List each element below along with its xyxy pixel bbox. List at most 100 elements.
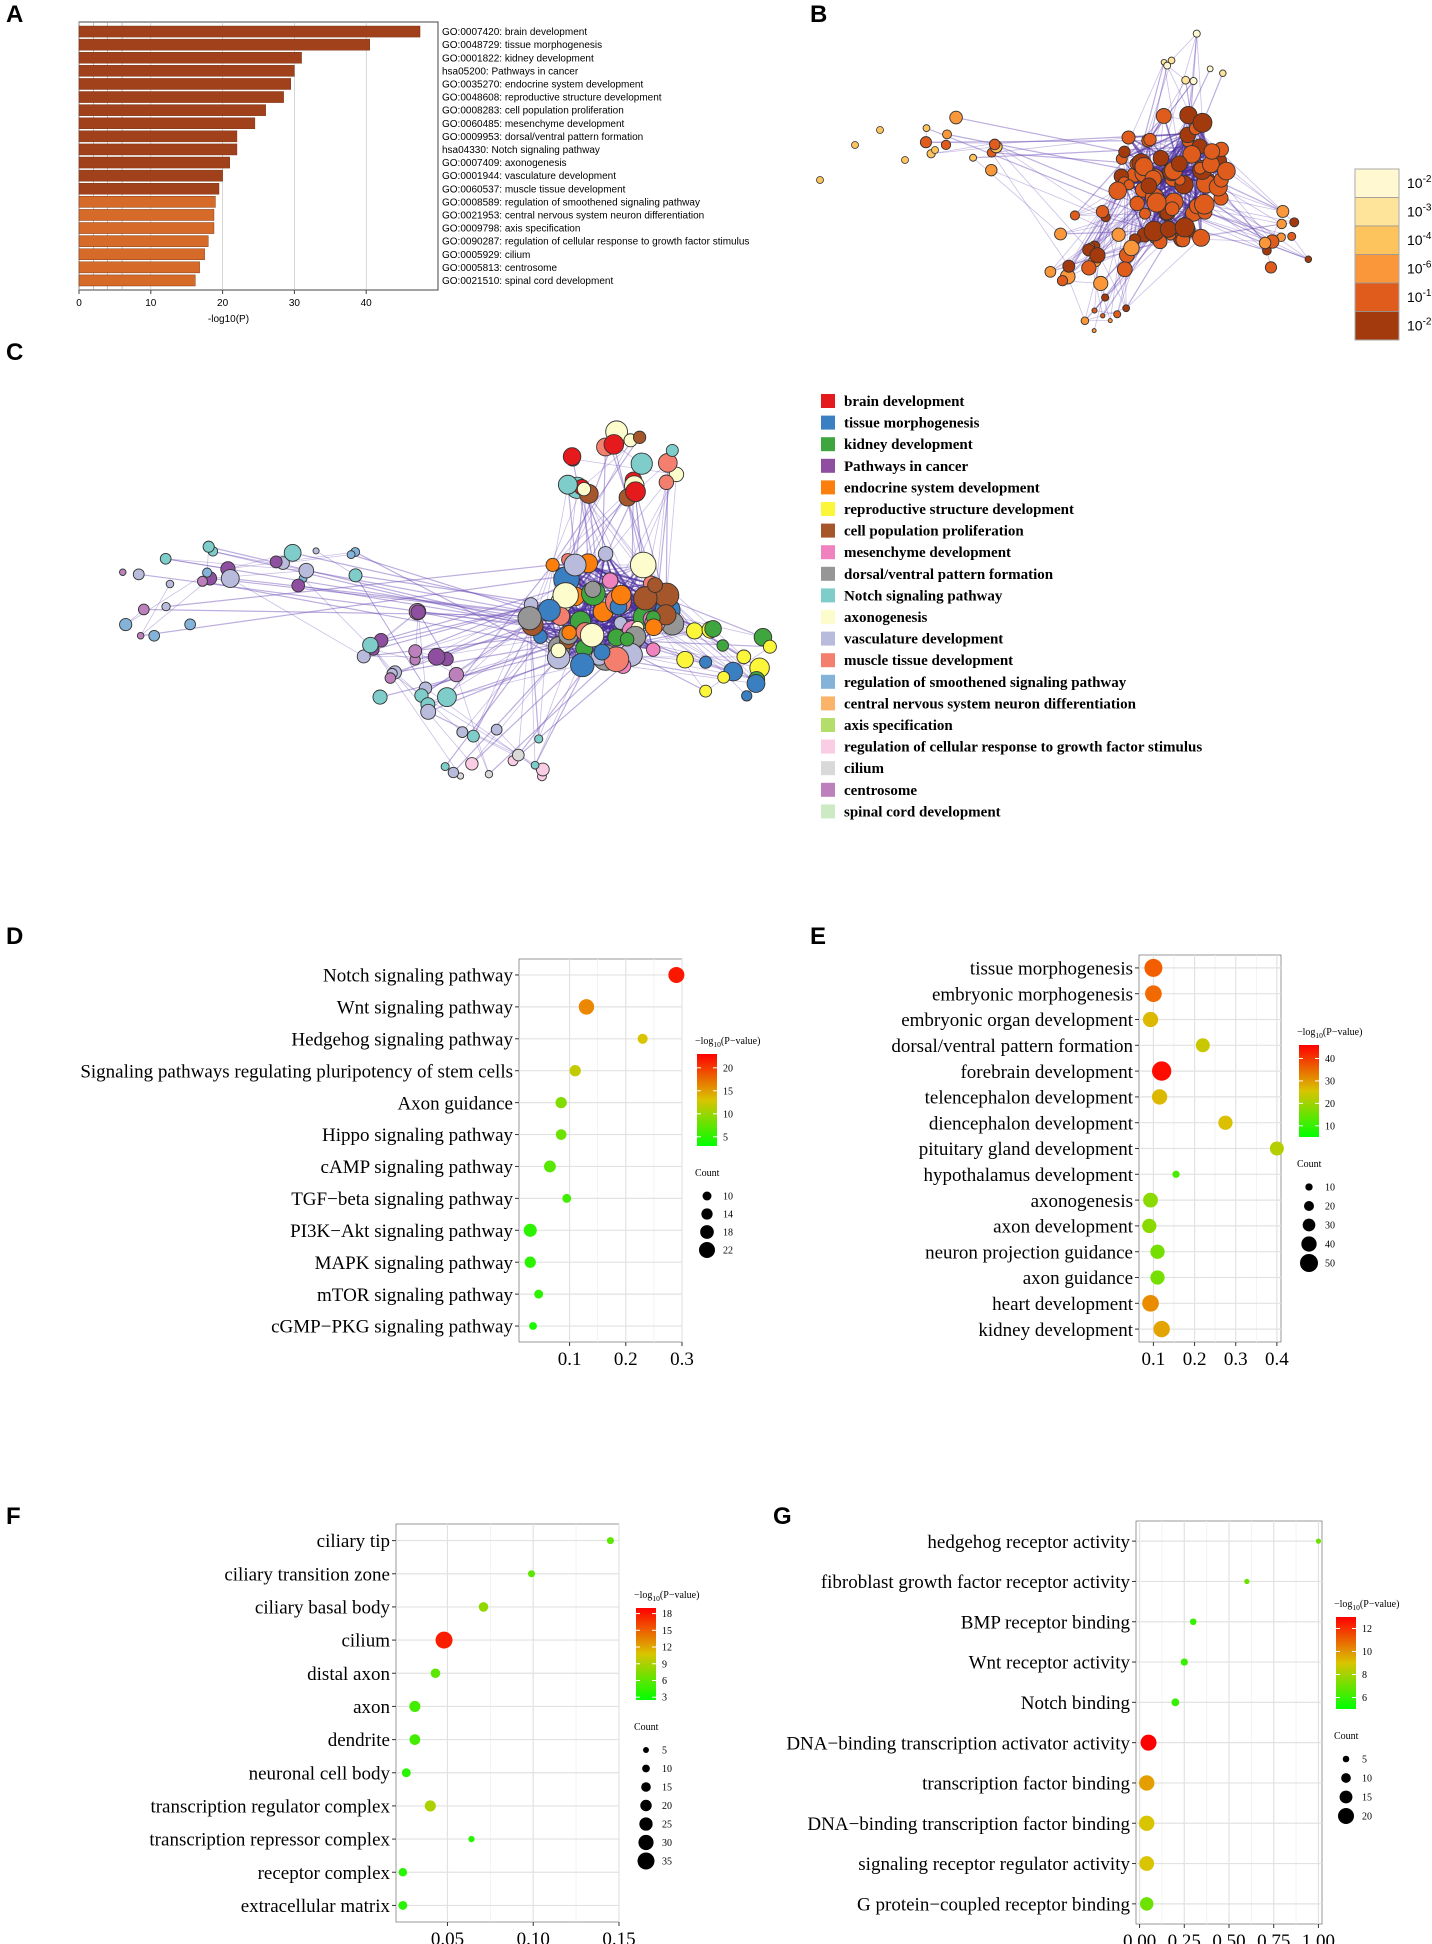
size-legend-label: 14 xyxy=(723,1210,733,1221)
network-edge xyxy=(1097,239,1183,256)
plot-frame xyxy=(518,958,683,1343)
color-bar xyxy=(697,1054,717,1146)
y-tick-label: Notch signaling pathway xyxy=(323,966,513,987)
network-edge xyxy=(1220,197,1283,212)
legend-frame xyxy=(1354,168,1400,341)
bar-label: GO:0008283: cell population proliferatio… xyxy=(442,106,624,117)
network-edge xyxy=(1116,200,1156,315)
legend-label: regulation of cellular response to growt… xyxy=(844,740,1202,756)
network-edge xyxy=(292,552,550,611)
network-edge xyxy=(1220,197,1309,260)
network-node xyxy=(988,138,1001,151)
network-edge xyxy=(415,603,532,652)
color-bar-label: 18 xyxy=(662,1609,672,1620)
legend-swatch xyxy=(821,523,835,538)
y-tick-label: hedgehog receptor activity xyxy=(927,1532,1130,1553)
y-tick-label: extracellular matrix xyxy=(241,1896,391,1917)
legend-label-base: 10 xyxy=(1407,318,1423,334)
legend-swatch xyxy=(821,502,835,516)
panel-label-b: B xyxy=(810,1,827,28)
network-edge xyxy=(572,458,677,475)
color-legend-title-log: −log xyxy=(695,1036,713,1047)
network-edge xyxy=(165,564,553,608)
y-tick-label: DNA−binding transcription activator acti… xyxy=(786,1733,1130,1754)
data-point xyxy=(1244,1578,1250,1585)
legend-label: cilium xyxy=(844,761,885,777)
y-tick-label: cAMP signaling pathway xyxy=(321,1157,514,1178)
size-legend-dot xyxy=(1339,1790,1353,1804)
panel-e-dot-plot: tissue morphogenesis embryonic morphogene… xyxy=(891,954,1362,1370)
network-edge xyxy=(418,611,530,619)
legend-label-base: 10 xyxy=(1407,261,1423,277)
network-node xyxy=(593,643,611,661)
network-node xyxy=(746,674,766,693)
network-node xyxy=(202,567,213,578)
network-node xyxy=(685,622,704,640)
bar-label: GO:0021953: central nervous system neuro… xyxy=(442,210,704,221)
network-edge xyxy=(452,657,560,773)
data-point xyxy=(555,1129,567,1140)
network-node xyxy=(1206,65,1214,73)
network-edge xyxy=(1204,211,1292,237)
network-node xyxy=(427,648,446,666)
network-node xyxy=(1134,157,1154,177)
bar xyxy=(78,65,295,77)
color-legend-title: −log10(P−value) xyxy=(695,1036,760,1049)
network-node xyxy=(1054,227,1067,241)
y-tick-label: cilium xyxy=(341,1631,390,1652)
y-tick-label: heart development xyxy=(992,1294,1134,1315)
legend-label: dorsal/ventral pattern formation xyxy=(844,567,1054,583)
color-legend-title-log: −log xyxy=(1334,1599,1352,1610)
legend-label: mesenchyme development xyxy=(844,545,1011,561)
data-point xyxy=(1139,1856,1155,1871)
network-node xyxy=(1118,145,1131,158)
legend-label: Pathways in cancer xyxy=(844,459,968,475)
x-tick-label: 40 xyxy=(361,298,373,309)
network-edge xyxy=(995,146,1089,251)
network-node xyxy=(202,540,215,553)
y-tick-label: neuron projection guidance xyxy=(925,1242,1133,1263)
network-edge xyxy=(417,611,533,626)
y-tick-label: PI3K−Akt signaling pathway xyxy=(290,1221,513,1242)
network-edge xyxy=(567,497,629,561)
data-point xyxy=(1142,1294,1159,1312)
y-tick-label: dorsal/ventral pattern formation xyxy=(891,1036,1133,1057)
size-legend-dot xyxy=(1300,1254,1318,1272)
network-node xyxy=(410,604,426,620)
size-legend-label: 10 xyxy=(1362,1774,1372,1785)
network-node xyxy=(611,584,632,606)
y-tick-label: TGF−beta signaling pathway xyxy=(291,1189,513,1210)
network-node xyxy=(1164,201,1180,216)
network-edge xyxy=(461,636,541,733)
data-point xyxy=(1139,1775,1155,1791)
network-node xyxy=(1101,293,1110,302)
node-layer xyxy=(919,29,1313,334)
legend-swatch xyxy=(1354,282,1400,312)
color-bar-label: 6 xyxy=(662,1676,667,1687)
data-point xyxy=(523,1223,537,1237)
data-point xyxy=(528,1570,536,1578)
network-edge xyxy=(1050,190,1119,273)
network-node xyxy=(876,126,884,134)
data-point xyxy=(1172,1170,1180,1178)
color-bar-label: 3 xyxy=(662,1693,667,1704)
color-legend-title-rest: (P−value) xyxy=(721,1036,761,1047)
x-tick-label: 0.15 xyxy=(602,1929,635,1944)
network-node xyxy=(465,757,479,771)
legend-label: regulation of smoothened signaling pathw… xyxy=(844,675,1127,691)
network-edge xyxy=(421,624,533,696)
data-point xyxy=(1150,1244,1165,1259)
data-point xyxy=(1180,1658,1188,1666)
data-point xyxy=(424,1800,436,1812)
size-legend-dot xyxy=(639,1817,653,1831)
y-tick-label: embryonic morphogenesis xyxy=(932,984,1133,1005)
bar xyxy=(78,196,216,208)
network-edge xyxy=(1149,65,1168,140)
network-edge xyxy=(931,146,997,155)
legend-swatch xyxy=(1354,254,1400,284)
color-bar-label: 9 xyxy=(662,1659,667,1670)
network-edge xyxy=(994,143,1106,218)
network-node xyxy=(517,606,542,631)
network-node xyxy=(1044,265,1057,278)
